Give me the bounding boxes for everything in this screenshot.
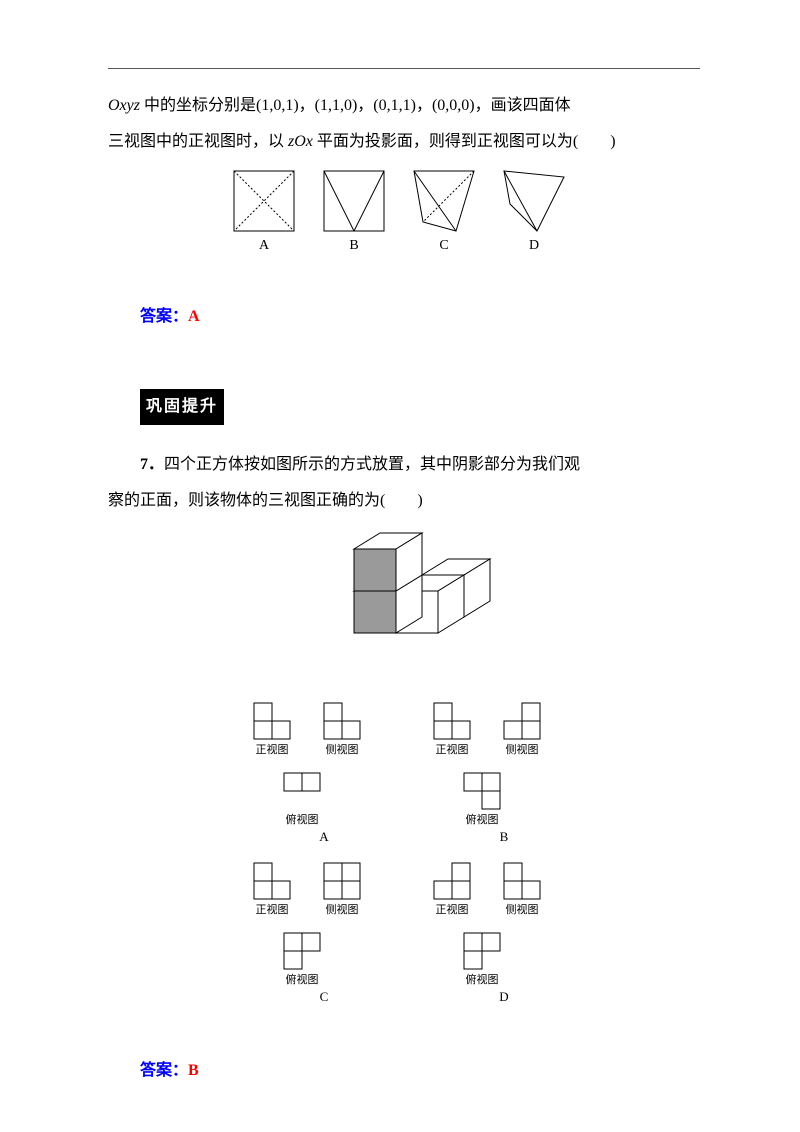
- svg-text:侧视图: 侧视图: [326, 742, 359, 756]
- svg-text:正视图: 正视图: [256, 742, 289, 756]
- svg-text:侧视图: 侧视图: [326, 902, 359, 916]
- q7-cube-svg: [314, 525, 494, 675]
- q6-zox: zOx: [288, 133, 313, 150]
- svg-text:C: C: [320, 989, 329, 1004]
- svg-text:D: D: [499, 989, 508, 1004]
- q7-t2: 察的正面，则该物体的三视图正确的为( ): [108, 492, 423, 509]
- svg-text:A: A: [319, 829, 329, 844]
- q7-options-figure: 正视图侧视图俯视图A正视图侧视图俯视图B正视图侧视图俯视图C正视图侧视图俯视图D: [108, 695, 700, 1027]
- svg-text:俯视图: 俯视图: [466, 972, 499, 986]
- svg-text:A: A: [259, 238, 270, 253]
- svg-text:B: B: [500, 829, 509, 844]
- q7-line2: 察的正面，则该物体的三视图正确的为( ): [108, 485, 700, 517]
- q6-figure: A B C D: [108, 166, 700, 273]
- ans6-value: A: [188, 308, 200, 325]
- svg-text:俯视图: 俯视图: [466, 812, 499, 826]
- q6-l1rest: 中的坐标分别是(1,0,1)，(1,1,0)，(0,1,1)，(0,0,0)，画…: [140, 97, 571, 114]
- q7-options-svg: 正视图侧视图俯视图A正视图侧视图俯视图B正视图侧视图俯视图C正视图侧视图俯视图D: [224, 695, 584, 1015]
- svg-text:侧视图: 侧视图: [506, 902, 539, 916]
- section-title-wrap: 巩固提升: [108, 349, 700, 449]
- header-rule: [108, 68, 700, 69]
- q7-num: 7．: [140, 456, 164, 473]
- answer-6: 答案：A: [108, 301, 700, 333]
- q6-line1: Oxyz 中的坐标分别是(1,0,1)，(1,1,0)，(0,1,1)，(0,0…: [108, 90, 700, 122]
- svg-text:正视图: 正视图: [256, 902, 289, 916]
- svg-text:C: C: [439, 238, 448, 253]
- q6-l2post: 平面为投影面，则得到正视图可以为( ): [313, 133, 616, 150]
- ans6-label: 答案：: [140, 308, 188, 325]
- svg-text:俯视图: 俯视图: [286, 972, 319, 986]
- q7-cube-figure: [108, 525, 700, 687]
- q7-line1: 7．四个正方体按如图所示的方式放置，其中阴影部分为我们观: [108, 449, 700, 481]
- q7-t1: 四个正方体按如图所示的方式放置，其中阴影部分为我们观: [164, 456, 580, 473]
- q6-oxyz: Oxyz: [108, 97, 140, 114]
- svg-text:B: B: [349, 238, 358, 253]
- ans7-label: 答案：: [140, 1062, 188, 1079]
- svg-text:D: D: [529, 238, 539, 253]
- q6-options-svg: A B C D: [224, 166, 584, 261]
- svg-text:俯视图: 俯视图: [286, 812, 319, 826]
- q6-line2: 三视图中的正视图时，以 zOx 平面为投影面，则得到正视图可以为( ): [108, 126, 700, 158]
- svg-text:正视图: 正视图: [436, 902, 469, 916]
- answer-7: 答案：B: [108, 1055, 700, 1087]
- svg-text:正视图: 正视图: [436, 742, 469, 756]
- q6-l2pre: 三视图中的正视图时，以: [108, 133, 288, 150]
- ans7-value: B: [188, 1062, 199, 1079]
- section-title: 巩固提升: [140, 389, 224, 425]
- svg-text:侧视图: 侧视图: [506, 742, 539, 756]
